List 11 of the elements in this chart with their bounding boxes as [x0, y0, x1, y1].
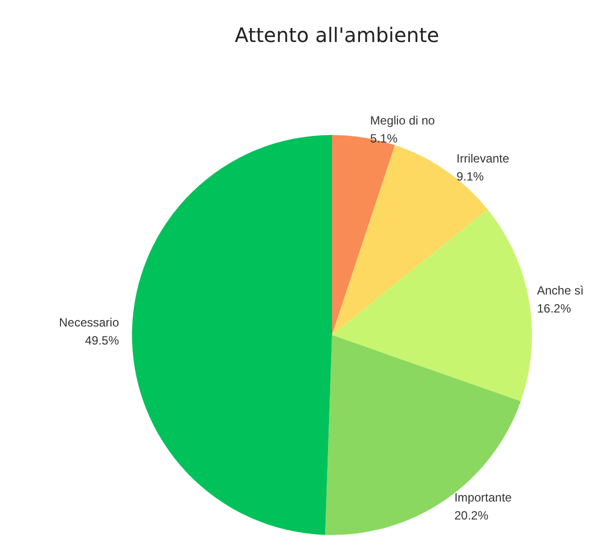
- data-label: 5.1%: [370, 132, 398, 146]
- slice-label: Irrilevante: [456, 152, 510, 166]
- data-label: 20.2%: [454, 508, 489, 523]
- data-label: 16.2%: [536, 302, 572, 316]
- slice-label: Necessario: [59, 315, 120, 330]
- slice-label: Importante: [454, 490, 512, 505]
- slice-label: Anche sì: [536, 284, 584, 298]
- slice-label: Meglio di no: [370, 114, 436, 128]
- data-label: 9.1%: [456, 170, 484, 184]
- data-label: 49.5%: [85, 333, 120, 348]
- chart-title: Attento all'ambiente: [234, 23, 440, 47]
